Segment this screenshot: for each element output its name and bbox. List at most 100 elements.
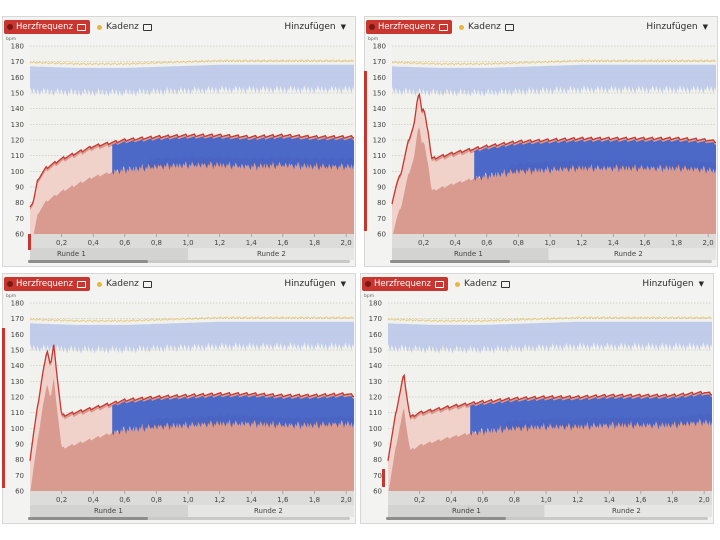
chart-toolbar: Herzfrequenz Kadenz	[364, 16, 718, 38]
hr-label: Herzfrequenz	[374, 279, 431, 289]
pace-band	[470, 393, 712, 436]
chart-toolbar: Herzfrequenz Kadenz	[360, 273, 714, 295]
x-tick-label: 2,0	[699, 496, 710, 504]
hr-label: Herzfrequenz	[16, 22, 73, 32]
x-tick-label: 1,4	[246, 496, 258, 504]
x-tick-label: 1,6	[277, 239, 289, 247]
y-tick-label: 110	[11, 152, 24, 160]
y-tick-label: 100	[11, 168, 24, 176]
cadence-toggle-button[interactable]: Kadenz	[458, 22, 514, 32]
y-tick-label: 160	[11, 74, 24, 82]
comment-icon	[76, 23, 86, 31]
y-tick-label: 150	[369, 347, 382, 355]
y-tick-label: 90	[15, 184, 24, 192]
heart-rate-chart: 60 70 80 90 100 110 120 130 140 150 160 170 180 0,2 0,…	[11, 43, 355, 260]
add-metric-dropdown[interactable]: Hinzufügen ▼	[646, 16, 708, 38]
y-tick-label: 180	[11, 43, 24, 51]
y-tick-label: 170	[11, 315, 24, 323]
chart-panel-3: 60 70 80 90 100 110 120 130 140 150 160 170 180 0,2 0,…	[2, 273, 356, 524]
scrollbar-thumb[interactable]	[390, 260, 510, 263]
y-tick-label: 60	[373, 488, 382, 496]
cadence-line	[29, 59, 355, 66]
hr-toggle-button[interactable]: Herzfrequenz	[366, 20, 452, 34]
pace-band	[112, 136, 354, 175]
scrollbar-thumb[interactable]	[28, 517, 148, 520]
x-axis-band	[30, 491, 354, 505]
add-metric-dropdown[interactable]: Hinzufügen ▼	[642, 273, 704, 295]
y-tick-label: 140	[11, 105, 24, 113]
x-tick-label: 0,2	[414, 496, 425, 504]
x-tick-label: 0,8	[509, 496, 520, 504]
y-tick-label: 160	[369, 331, 382, 339]
chevron-down-icon: ▼	[702, 23, 708, 31]
y-tick-label: 160	[11, 331, 24, 339]
cadence-toggle-button[interactable]: Kadenz	[454, 279, 510, 289]
x-tick-label: 1,2	[214, 239, 225, 247]
x-tick-label: 1,4	[246, 239, 258, 247]
x-tick-label: 0,8	[513, 239, 524, 247]
chevron-down-icon: ▼	[340, 23, 346, 31]
lap-band-2	[548, 248, 716, 260]
x-tick-label: 1,2	[572, 496, 583, 504]
y-tick-label: 150	[373, 90, 386, 98]
y-unit-label: bpm	[6, 37, 17, 42]
y-unit-label: bpm	[364, 294, 375, 299]
add-metric-dropdown[interactable]: Hinzufügen ▼	[284, 16, 346, 38]
scrollbar-thumb[interactable]	[386, 517, 506, 520]
hr-color-icon	[365, 281, 371, 287]
timeline-scrollbar[interactable]	[390, 260, 712, 263]
hr-label: Herzfrequenz	[16, 279, 73, 289]
y-tick-label: 170	[369, 315, 382, 323]
cadence-line	[387, 316, 713, 323]
x-axis-band	[392, 234, 716, 248]
lap-band-2	[188, 505, 354, 517]
cadence-toggle-button[interactable]: Kadenz	[96, 22, 152, 32]
x-tick-label: 0,2	[56, 496, 67, 504]
hr-label: Herzfrequenz	[378, 22, 435, 32]
y-tick-label: 120	[373, 137, 386, 145]
x-tick-label: 1,4	[604, 496, 616, 504]
y-tick-label: 140	[373, 105, 386, 113]
timeline-scrollbar[interactable]	[386, 517, 708, 520]
scrollbar-thumb[interactable]	[28, 260, 148, 263]
hr-toggle-button[interactable]: Herzfrequenz	[4, 277, 90, 291]
y-tick-label: 100	[11, 425, 24, 433]
y-tick-label: 130	[11, 378, 24, 386]
cadence-color-icon	[96, 281, 102, 287]
y-tick-label: 120	[11, 137, 24, 145]
y-tick-label: 180	[369, 300, 382, 308]
x-tick-label: 1,0	[182, 239, 193, 247]
add-metric-dropdown[interactable]: Hinzufügen ▼	[284, 273, 346, 295]
cadence-label: Kadenz	[463, 279, 497, 289]
hr-toggle-button[interactable]: Herzfrequenz	[362, 277, 448, 291]
timeline-scrollbar[interactable]	[28, 260, 350, 263]
y-tick-label: 140	[369, 362, 382, 370]
chart-panel-1: 60 70 80 90 100 110 120 130 140 150 160 170 180 0,2 0,…	[2, 16, 356, 267]
chart-toolbar: Herzfrequenz Kadenz	[2, 16, 356, 38]
y-tick-label: 140	[11, 362, 24, 370]
cadence-label: Kadenz	[105, 279, 139, 289]
lap-label-2: Runde 2	[257, 250, 286, 258]
y-tick-label: 180	[373, 43, 386, 51]
x-tick-label: 0,8	[151, 496, 162, 504]
pace-band	[474, 139, 716, 181]
y-unit-label: bpm	[368, 37, 379, 42]
lap-band-1	[392, 248, 549, 260]
cadence-color-icon	[458, 24, 464, 30]
x-tick-label: 2,0	[341, 496, 352, 504]
x-tick-label: 0,6	[481, 239, 493, 247]
timeline-scrollbar[interactable]	[28, 517, 350, 520]
hr-zone-marker	[2, 328, 5, 488]
chevron-down-icon: ▼	[698, 280, 704, 288]
x-tick-label: 0,6	[119, 239, 131, 247]
heart-rate-light-band	[392, 97, 716, 239]
y-tick-label: 130	[11, 121, 24, 129]
comment-icon	[76, 280, 86, 288]
y-tick-label: 120	[11, 394, 24, 402]
hr-color-icon	[7, 281, 13, 287]
lap-band-2	[544, 505, 712, 517]
hr-zone-marker	[382, 469, 385, 487]
hr-toggle-button[interactable]: Herzfrequenz	[4, 20, 90, 34]
cadence-toggle-button[interactable]: Kadenz	[96, 279, 152, 289]
y-tick-label: 130	[373, 121, 386, 129]
